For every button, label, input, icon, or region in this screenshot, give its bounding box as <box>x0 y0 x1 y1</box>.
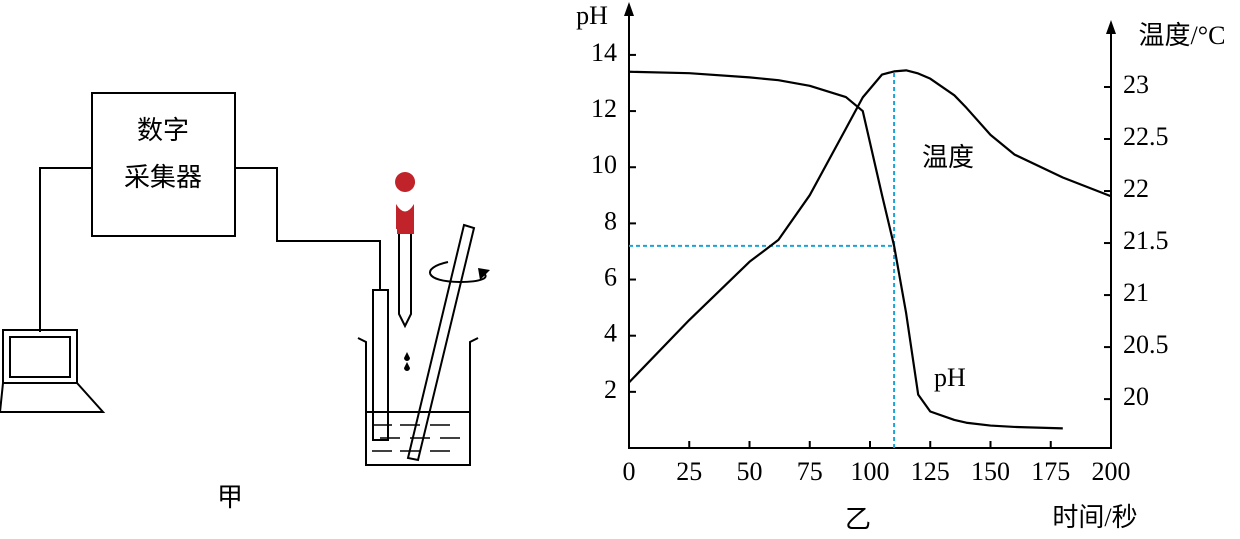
y2-tick-label: 20 <box>1123 382 1149 411</box>
x-tick-label: 50 <box>737 457 763 486</box>
axes <box>628 10 1112 449</box>
y2-tick-label: 22.5 <box>1123 122 1169 151</box>
y2-axis-label: 温度/°C <box>1139 21 1226 50</box>
y-tick-label: 8 <box>604 206 617 235</box>
y2-tick-label: 23 <box>1123 70 1149 99</box>
beaker <box>357 337 479 466</box>
rotation-arrow <box>478 268 490 280</box>
apparatus: 数字 采集器 甲 <box>0 92 490 512</box>
series-line <box>628 70 1063 430</box>
x-tick-label: 125 <box>911 457 950 486</box>
y-axis-label: pH <box>576 1 608 30</box>
device-label: 数字 <box>137 116 189 145</box>
dropper-bulb <box>397 222 414 234</box>
y2-tick-label: 21.5 <box>1123 226 1169 255</box>
y-tick-label: 12 <box>591 94 617 123</box>
series-label: pH <box>934 363 966 392</box>
y-tick-label: 14 <box>591 38 617 67</box>
wire <box>235 167 381 290</box>
y-tick-label: 6 <box>604 263 617 292</box>
wire <box>39 167 92 332</box>
x-axis-label: 时间/秒 <box>1052 503 1137 532</box>
x-tick-label: 25 <box>676 457 702 486</box>
dropper <box>398 234 412 329</box>
y-tick-label: 10 <box>591 150 617 179</box>
x-tick-label: 200 <box>1092 457 1131 486</box>
probe <box>372 289 389 441</box>
drops <box>404 352 410 371</box>
dropper-bulb <box>395 172 416 229</box>
caption: 乙 <box>845 505 871 534</box>
caption: 甲 <box>217 483 243 512</box>
x-tick-label: 75 <box>797 457 823 486</box>
data-logger <box>91 92 236 237</box>
y2-tick-label: 22 <box>1123 174 1149 203</box>
y2-tick-label: 21 <box>1123 278 1149 307</box>
axis-arrow <box>1106 20 1116 34</box>
x-tick-label: 0 <box>623 457 636 486</box>
device-label: 采集器 <box>124 163 202 192</box>
x-tick-label: 100 <box>851 457 890 486</box>
stir-rod <box>406 223 476 462</box>
axis-arrow <box>624 2 634 16</box>
y-tick-label: 4 <box>604 319 617 348</box>
laptop-base <box>0 382 106 413</box>
y-tick-label: 2 <box>604 375 617 404</box>
series-label: 温度 <box>922 143 974 172</box>
x-tick-label: 150 <box>971 457 1010 486</box>
laptop-display <box>9 336 71 378</box>
rotation <box>428 261 487 284</box>
y2-tick-label: 20.5 <box>1123 330 1169 359</box>
series-line <box>628 69 1112 384</box>
x-tick-label: 175 <box>1031 457 1070 486</box>
